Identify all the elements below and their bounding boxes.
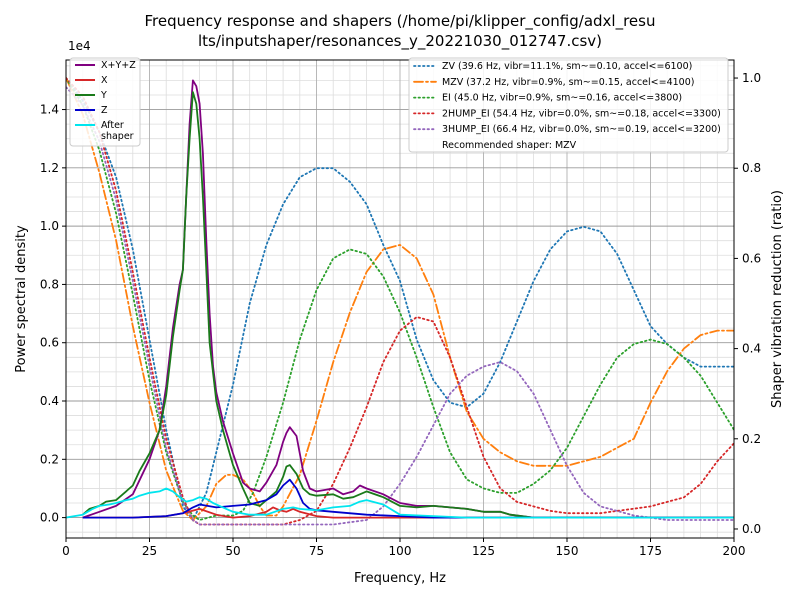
chart-title-line-2: lts/inputshaper/resonances_y_20221030_01… <box>198 32 602 51</box>
x-tick-label: 150 <box>556 544 579 558</box>
legend-shapers-box <box>408 57 729 153</box>
y2-tick-label: 0.8 <box>742 161 761 175</box>
legend-label: Y <box>100 90 107 101</box>
x-tick-label: 75 <box>309 544 324 558</box>
x-tick-label: 50 <box>225 544 240 558</box>
y2-tick-label: 0.6 <box>742 251 761 265</box>
x-tick-label: 200 <box>723 544 746 558</box>
psd-line-after-shaper <box>66 487 734 519</box>
recommended-shaper-text: Recommended shaper: MZV <box>442 140 577 151</box>
psd-line-z <box>82 478 734 519</box>
shaper-line-mzv <box>66 77 734 522</box>
y2-tick-label: 0.0 <box>742 522 761 536</box>
chart-title-line-1: Frequency response and shapers (/home/pi… <box>145 12 656 31</box>
x-tick-label: 175 <box>639 544 662 558</box>
y2-tick-label: 1.0 <box>742 71 761 85</box>
legend-label: Z <box>101 105 108 116</box>
y-tick-label: 0.2 <box>40 452 59 466</box>
x-tick-label: 25 <box>142 544 157 558</box>
legend-shapers: ZV (39.6 Hz, vibr=11.1%, sm~=0.10, accel… <box>408 57 729 153</box>
x-tick-label: 0 <box>62 544 70 558</box>
y-axis-multiplier: 1e4 <box>68 39 91 53</box>
y2-axis-label: Shaper vibration reduction (ratio) <box>770 190 785 408</box>
legend-label: X <box>101 75 108 86</box>
y-tick-label: 0.4 <box>40 394 59 408</box>
legend-label: 3HUMP_EI (66.4 Hz, vibr=0.0%, sm~=0.19, … <box>442 124 721 135</box>
tick-layer: 0 25 50 75 100 125 150 175 200 0.0 0.2 0.4 0.6 0.8 1.0… <box>40 71 761 558</box>
x-axis-label: Frequency, Hz <box>354 571 446 586</box>
x-tick-label: 100 <box>389 544 412 558</box>
shaper-line-ei <box>66 77 734 521</box>
legend-label: X+Y+Z <box>101 60 136 71</box>
series-layer <box>66 77 734 526</box>
y-tick-label: 0.0 <box>40 511 59 525</box>
y-axis-label: Power spectral density <box>14 225 29 373</box>
shaper-line-2hump-ei <box>66 77 734 526</box>
x-tick-label: 125 <box>472 544 495 558</box>
psd-line-y <box>82 91 734 519</box>
legend-label: MZV (37.2 Hz, vibr=0.9%, sm~=0.15, accel… <box>442 77 694 88</box>
shaper-line-zv <box>66 77 734 522</box>
y2-tick-label: 0.2 <box>742 432 761 446</box>
y-tick-label: 0.8 <box>40 277 59 291</box>
legend-label: EI (45.0 Hz, vibr=0.9%, sm~=0.16, accel<… <box>442 93 682 104</box>
y2-tick-label: 0.4 <box>742 342 761 356</box>
legend-label: ZV (39.6 Hz, vibr=11.1%, sm~=0.10, accel… <box>442 61 692 72</box>
legend-label: shaper <box>101 131 134 142</box>
y-tick-label: 1.2 <box>40 161 59 175</box>
legend-label: After <box>101 120 124 131</box>
y-tick-label: 1.0 <box>40 219 59 233</box>
legend-label: 2HUMP_EI (54.4 Hz, vibr=0.0%, sm~=0.18, … <box>442 108 721 119</box>
y-tick-label: 0.6 <box>40 336 59 350</box>
y-tick-label: 1.4 <box>40 103 59 117</box>
